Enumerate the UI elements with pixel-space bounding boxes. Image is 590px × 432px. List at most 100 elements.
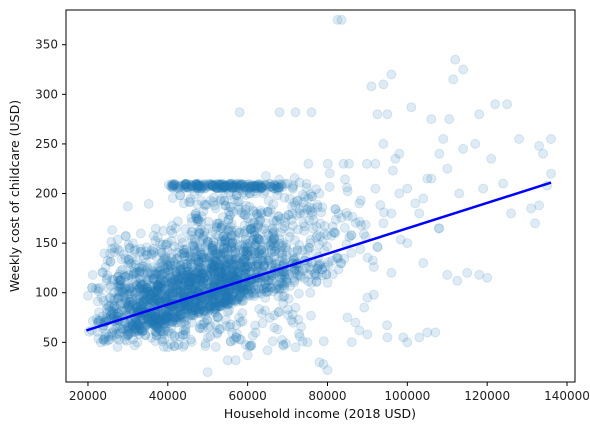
scatter-point <box>142 249 153 260</box>
scatter-point <box>170 223 181 234</box>
scatter-point <box>171 274 182 284</box>
scatter-point <box>166 277 176 288</box>
scatter-point <box>219 288 230 299</box>
scatter-point <box>214 180 224 191</box>
scatter-point <box>132 319 143 330</box>
x-tick-label: 100000 <box>384 389 430 403</box>
scatter-point <box>301 182 312 193</box>
scatter-point <box>173 339 184 350</box>
scatter-point <box>321 269 332 280</box>
scatter-point <box>220 269 231 280</box>
scatter-point <box>302 245 313 255</box>
scatter-point <box>218 243 229 254</box>
scatter-point <box>226 182 237 193</box>
scatter-point <box>214 324 225 335</box>
scatter-point <box>215 195 226 206</box>
scatter-point <box>248 281 259 292</box>
scatter-point <box>197 295 208 306</box>
scatter-point <box>240 256 251 267</box>
scatter-point <box>209 254 220 265</box>
scatter-point <box>234 178 245 189</box>
scatter-point <box>118 306 129 317</box>
scatter-point <box>158 292 169 302</box>
scatter-point <box>112 234 123 245</box>
scatter-point <box>320 262 331 273</box>
scatter-point <box>211 218 222 229</box>
scatter-point <box>255 179 266 190</box>
scatter-point <box>112 278 123 289</box>
scatter-point <box>156 307 167 318</box>
scatter-point <box>340 174 350 185</box>
scatter-point <box>172 254 183 264</box>
scatter-point <box>275 227 286 238</box>
scatter-point <box>254 287 264 298</box>
scatter-point <box>119 289 129 300</box>
scatter-point <box>292 269 303 280</box>
scatter-point <box>179 262 190 273</box>
scatter-point <box>135 246 146 257</box>
scatter-point <box>143 275 154 286</box>
scatter-point <box>442 163 453 174</box>
scatter-point <box>207 242 218 253</box>
scatter-point <box>162 318 173 329</box>
scatter-point <box>111 332 122 343</box>
scatter-point <box>263 255 274 266</box>
scatter-point <box>362 329 373 340</box>
scatter-point <box>248 205 259 216</box>
scatter-point <box>279 221 290 232</box>
scatter-point <box>229 181 240 192</box>
scatter-point <box>299 191 310 202</box>
scatter-point <box>304 242 314 253</box>
scatter-point <box>244 182 255 192</box>
scatter-point <box>147 274 158 285</box>
scatter-point <box>314 357 325 368</box>
scatter-point <box>143 313 153 324</box>
scatter-point <box>195 295 205 306</box>
scatter-point <box>279 280 289 291</box>
scatter-point <box>207 300 218 311</box>
scatter-point <box>287 182 298 193</box>
scatter-point <box>131 285 142 296</box>
scatter-point <box>137 263 148 274</box>
scatter-point <box>151 284 162 294</box>
scatter-point <box>406 102 417 113</box>
scatter-point <box>204 252 215 263</box>
scatter-point <box>87 316 98 326</box>
scatter-point <box>214 259 225 270</box>
scatter-point <box>267 275 278 286</box>
scatter-point <box>216 222 226 233</box>
scatter-point <box>283 293 294 304</box>
scatter-point <box>290 342 301 353</box>
scatter-point <box>198 269 209 280</box>
scatter-point <box>274 283 285 294</box>
scatter-point <box>205 331 216 342</box>
scatter-point <box>142 295 153 305</box>
scatter-point <box>130 323 141 334</box>
scatter-point <box>382 109 393 120</box>
scatter-point <box>155 244 166 255</box>
scatter-point <box>303 158 314 169</box>
scatter-point <box>215 323 226 334</box>
scatter-point <box>342 186 353 197</box>
scatter-point <box>92 296 103 307</box>
scatter-point <box>272 324 283 335</box>
scatter-point <box>434 223 445 234</box>
scatter-point <box>141 284 152 294</box>
scatter-point <box>193 262 203 273</box>
scatter-point <box>134 324 144 335</box>
scatter-point <box>176 317 187 328</box>
scatter-point <box>378 218 389 229</box>
scatter-point <box>203 223 214 234</box>
scatter-point <box>230 182 241 193</box>
scatter-point <box>236 282 247 293</box>
scatter-point <box>218 293 229 304</box>
scatter-point <box>114 275 125 286</box>
scatter-point <box>124 297 135 307</box>
scatter-point <box>498 178 509 189</box>
scatter-point <box>113 292 124 303</box>
scatter-point <box>222 297 233 308</box>
scatter-point <box>250 181 261 192</box>
scatter-point <box>128 238 138 249</box>
scatter-point <box>253 259 263 270</box>
scatter-point <box>214 291 224 301</box>
